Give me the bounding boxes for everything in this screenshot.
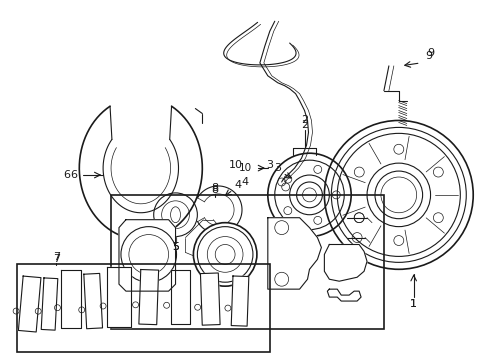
Text: 4: 4 bbox=[241, 177, 248, 187]
Polygon shape bbox=[83, 273, 102, 329]
Polygon shape bbox=[107, 267, 131, 327]
Text: 9: 9 bbox=[426, 48, 433, 58]
Text: 2: 2 bbox=[300, 116, 307, 126]
Text: 6: 6 bbox=[63, 170, 70, 180]
Text: 3: 3 bbox=[266, 160, 273, 170]
Text: 5: 5 bbox=[172, 243, 179, 252]
Text: 6: 6 bbox=[70, 170, 77, 180]
Text: 10: 10 bbox=[228, 160, 243, 170]
Polygon shape bbox=[267, 218, 321, 289]
Polygon shape bbox=[324, 244, 366, 281]
Text: 8: 8 bbox=[211, 183, 218, 193]
Polygon shape bbox=[19, 276, 41, 332]
Text: 7: 7 bbox=[53, 252, 60, 262]
Polygon shape bbox=[200, 273, 220, 325]
Polygon shape bbox=[119, 220, 175, 291]
Polygon shape bbox=[139, 270, 158, 325]
Circle shape bbox=[193, 223, 256, 286]
Text: 1: 1 bbox=[409, 299, 416, 309]
Text: 2: 2 bbox=[300, 121, 307, 130]
Text: 1: 1 bbox=[409, 299, 416, 309]
Bar bbox=[111, 195, 383, 329]
Text: 9: 9 bbox=[424, 51, 431, 61]
Polygon shape bbox=[61, 270, 81, 328]
Text: 10: 10 bbox=[238, 163, 251, 173]
Bar bbox=[17, 264, 269, 352]
Text: 3: 3 bbox=[274, 163, 281, 173]
Polygon shape bbox=[231, 276, 248, 326]
Text: 8: 8 bbox=[211, 185, 218, 195]
Text: 5: 5 bbox=[172, 243, 179, 252]
Text: 7: 7 bbox=[53, 255, 60, 264]
Polygon shape bbox=[170, 270, 190, 324]
Text: 4: 4 bbox=[234, 180, 241, 190]
Polygon shape bbox=[41, 278, 58, 330]
